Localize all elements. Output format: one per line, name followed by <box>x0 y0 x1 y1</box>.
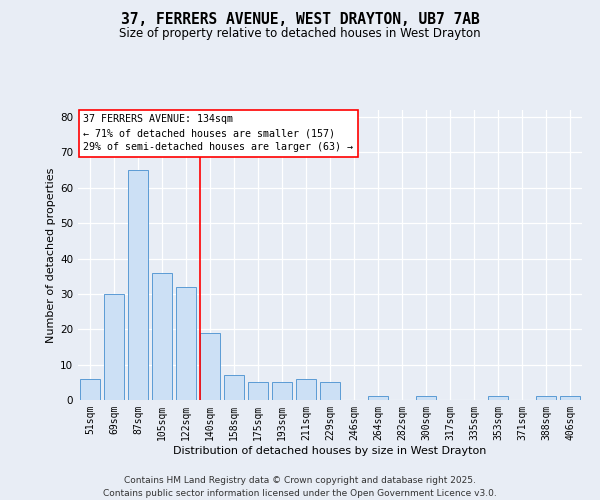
Bar <box>272 382 292 400</box>
Bar <box>224 375 244 400</box>
Bar <box>128 170 148 400</box>
Bar <box>200 333 220 400</box>
Bar <box>104 294 124 400</box>
Bar <box>176 287 196 400</box>
Bar <box>248 382 268 400</box>
Text: 37 FERRERS AVENUE: 134sqm
← 71% of detached houses are smaller (157)
29% of semi: 37 FERRERS AVENUE: 134sqm ← 71% of detac… <box>83 114 353 152</box>
Bar <box>488 396 508 400</box>
Bar <box>80 379 100 400</box>
Text: Contains HM Land Registry data © Crown copyright and database right 2025.
Contai: Contains HM Land Registry data © Crown c… <box>103 476 497 498</box>
Bar <box>560 396 580 400</box>
Bar <box>368 396 388 400</box>
Bar <box>152 272 172 400</box>
Bar <box>416 396 436 400</box>
Text: 37, FERRERS AVENUE, WEST DRAYTON, UB7 7AB: 37, FERRERS AVENUE, WEST DRAYTON, UB7 7A… <box>121 12 479 28</box>
Text: Size of property relative to detached houses in West Drayton: Size of property relative to detached ho… <box>119 28 481 40</box>
Bar <box>320 382 340 400</box>
X-axis label: Distribution of detached houses by size in West Drayton: Distribution of detached houses by size … <box>173 446 487 456</box>
Bar <box>296 379 316 400</box>
Y-axis label: Number of detached properties: Number of detached properties <box>46 168 56 342</box>
Bar <box>536 396 556 400</box>
